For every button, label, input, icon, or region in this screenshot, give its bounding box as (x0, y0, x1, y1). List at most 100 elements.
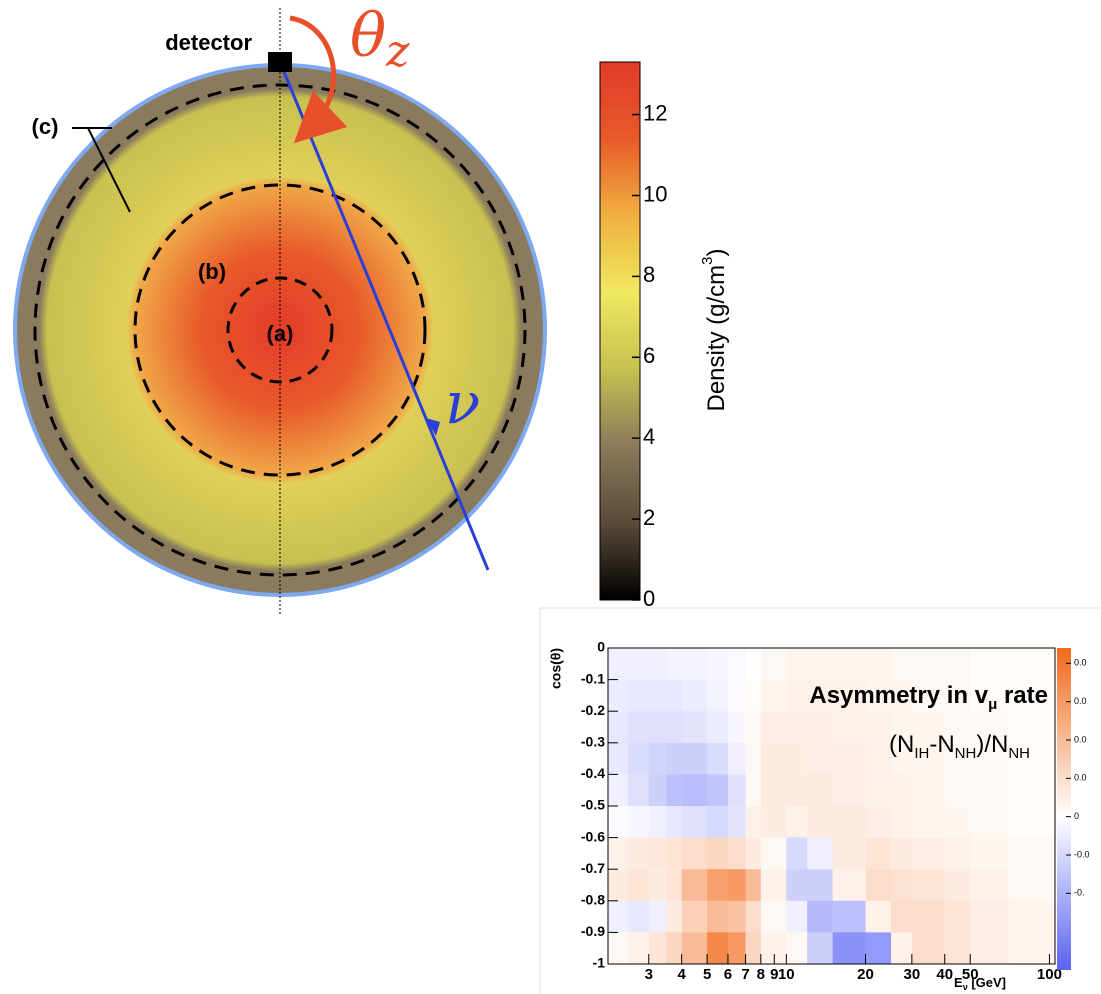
y-tick-label: -0.7 (581, 860, 605, 876)
cell (666, 680, 682, 712)
title-part: Asymmetry in v (809, 682, 988, 709)
tick-label: 4 (643, 424, 655, 449)
cell (1009, 806, 1056, 838)
cell (628, 869, 649, 901)
cell (628, 806, 649, 838)
label-part: ) (703, 248, 730, 256)
cell (649, 680, 667, 712)
cell (1009, 932, 1056, 964)
cell (866, 774, 892, 806)
cell (833, 743, 866, 775)
cell (707, 711, 728, 743)
cell (649, 901, 667, 933)
region-b: (b) (198, 259, 226, 284)
cell (666, 648, 682, 680)
cell (682, 806, 708, 838)
x-tick-label: 6 (724, 966, 732, 983)
cell (945, 869, 971, 901)
cell (786, 838, 807, 870)
cell (707, 743, 728, 775)
label-part: [GeV] (968, 975, 1006, 990)
tick-label: 10 (643, 181, 667, 206)
cell (608, 774, 628, 806)
cell (970, 774, 1009, 806)
x-tick-label: 10 (778, 966, 795, 983)
y-tick-label: -0.3 (581, 734, 605, 750)
cell (707, 838, 728, 870)
cell (608, 932, 628, 964)
cell (707, 774, 728, 806)
y-tick-label: -0.4 (581, 765, 605, 781)
cell (807, 869, 833, 901)
cell (649, 743, 667, 775)
cell (945, 648, 971, 680)
cell (761, 806, 787, 838)
cell (761, 743, 787, 775)
cell (866, 838, 892, 870)
cell (833, 838, 866, 870)
cell (833, 774, 866, 806)
theta: θ (350, 1, 386, 71)
y-tick-label: -0.9 (581, 923, 605, 939)
formula-part: (N (889, 731, 914, 758)
cell (608, 838, 628, 870)
z-tick-label: 0.0 (1074, 773, 1087, 783)
cell (746, 680, 762, 712)
y-tick-label: -0.2 (581, 702, 605, 718)
cell (786, 869, 807, 901)
cell (891, 774, 912, 806)
cell (728, 648, 746, 680)
cell (1009, 901, 1056, 933)
z-tick-label: 0.0 (1074, 658, 1087, 668)
cell (807, 774, 833, 806)
cell (945, 932, 971, 964)
cell (728, 932, 746, 964)
cell (728, 743, 746, 775)
cell (912, 774, 945, 806)
cell (833, 869, 866, 901)
cell (746, 932, 762, 964)
title-part: rate (997, 682, 1048, 709)
cell (786, 680, 807, 712)
cell (628, 838, 649, 870)
cell (866, 711, 892, 743)
tick-label: 8 (643, 262, 655, 287)
cell (945, 806, 971, 838)
cell (970, 869, 1009, 901)
cell (682, 838, 708, 870)
cell (891, 838, 912, 870)
cell (666, 711, 682, 743)
cell (666, 838, 682, 870)
z-tick-label: -0.0 (1074, 849, 1090, 859)
cell (891, 648, 912, 680)
cell (866, 901, 892, 933)
cell (746, 838, 762, 870)
colorbar-label: Density (g/cm3) (699, 248, 730, 411)
cell (649, 774, 667, 806)
x-axis-label: Eν [GeV] (954, 975, 1006, 992)
cell (666, 774, 682, 806)
cell (786, 932, 807, 964)
cell (912, 648, 945, 680)
cell (807, 743, 833, 775)
cell (786, 901, 807, 933)
region-a: (a) (267, 321, 294, 346)
heatmap-title: Asymmetry in vμ rate (809, 682, 1048, 713)
region-c: (c) (32, 114, 59, 139)
cell (833, 806, 866, 838)
cell (608, 743, 628, 775)
cell (682, 869, 708, 901)
cell (707, 869, 728, 901)
nu-label: ν (445, 369, 480, 437)
cell (866, 869, 892, 901)
cell (945, 838, 971, 870)
formula-part: -N (929, 731, 954, 758)
cell (891, 869, 912, 901)
cell (649, 806, 667, 838)
x-tick-label: 4 (677, 966, 686, 983)
cell (728, 901, 746, 933)
subscript: IH (914, 745, 929, 762)
cell (682, 680, 708, 712)
cell (746, 711, 762, 743)
